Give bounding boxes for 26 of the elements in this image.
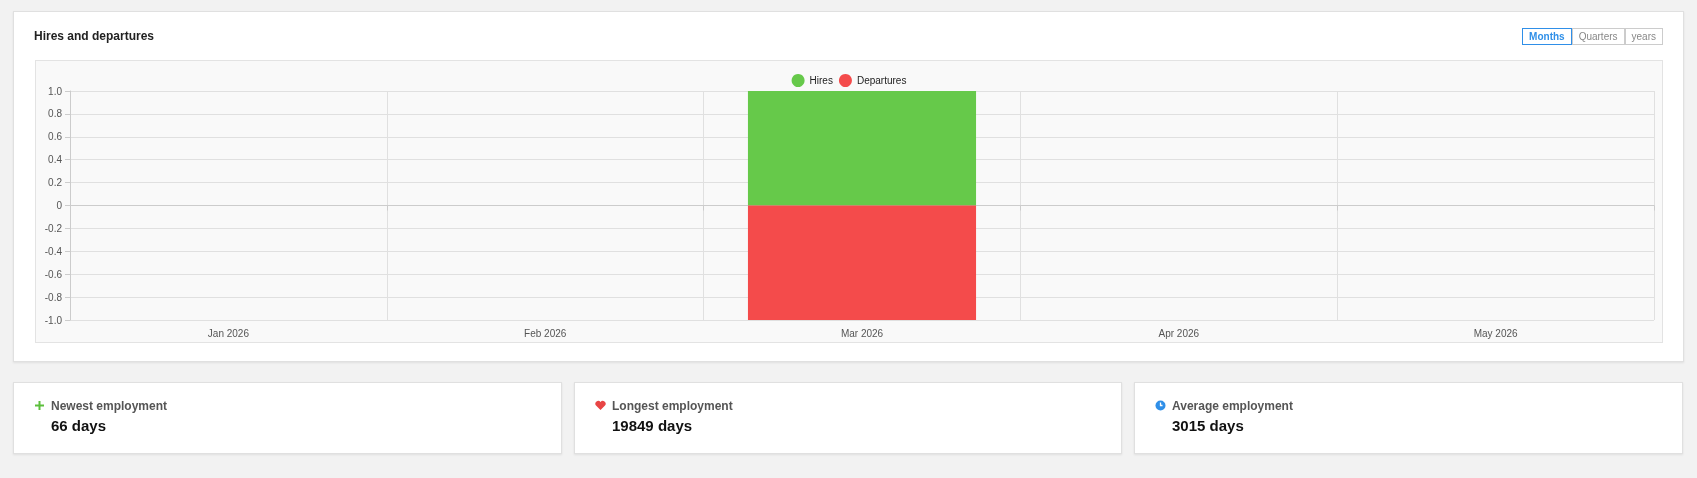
x-tick-label: Mar 2026	[840, 327, 884, 339]
text: 19849 days	[612, 417, 693, 434]
y-tick-label: 0.6	[48, 131, 63, 143]
y-tick-label: -0.2	[44, 222, 63, 234]
y-tick-label: 0.4	[48, 154, 63, 166]
y-tick-label: -0.8	[44, 291, 63, 303]
x-tick-label: May 2026	[1473, 327, 1518, 339]
y-tick-label: 1.0	[48, 85, 63, 97]
legend-label: Hires	[809, 75, 833, 86]
y-tick-label: -0.4	[44, 245, 63, 257]
period-switch: Months Quarters years	[1522, 28, 1663, 45]
y-tick-label: 0	[56, 200, 63, 211]
y-tick-label: -0.6	[44, 268, 63, 280]
text: Average employment	[1172, 399, 1293, 413]
x-tick-label: Apr 2026	[1158, 327, 1200, 339]
text: 66 days	[51, 417, 107, 434]
legend-label: Departures	[856, 75, 907, 86]
y-tick-label: 0.8	[48, 108, 63, 120]
chart-title: Hires and departures	[34, 29, 155, 43]
text: 3015 days	[1172, 417, 1244, 434]
x-tick-label: Feb 2026	[524, 327, 567, 339]
x-tick-label: Jan 2026	[207, 327, 250, 339]
y-tick-label: 0.2	[48, 177, 63, 189]
y-tick-label: -1.0	[44, 314, 63, 326]
text: Longest employment	[612, 399, 733, 413]
text: Newest employment	[51, 399, 168, 413]
